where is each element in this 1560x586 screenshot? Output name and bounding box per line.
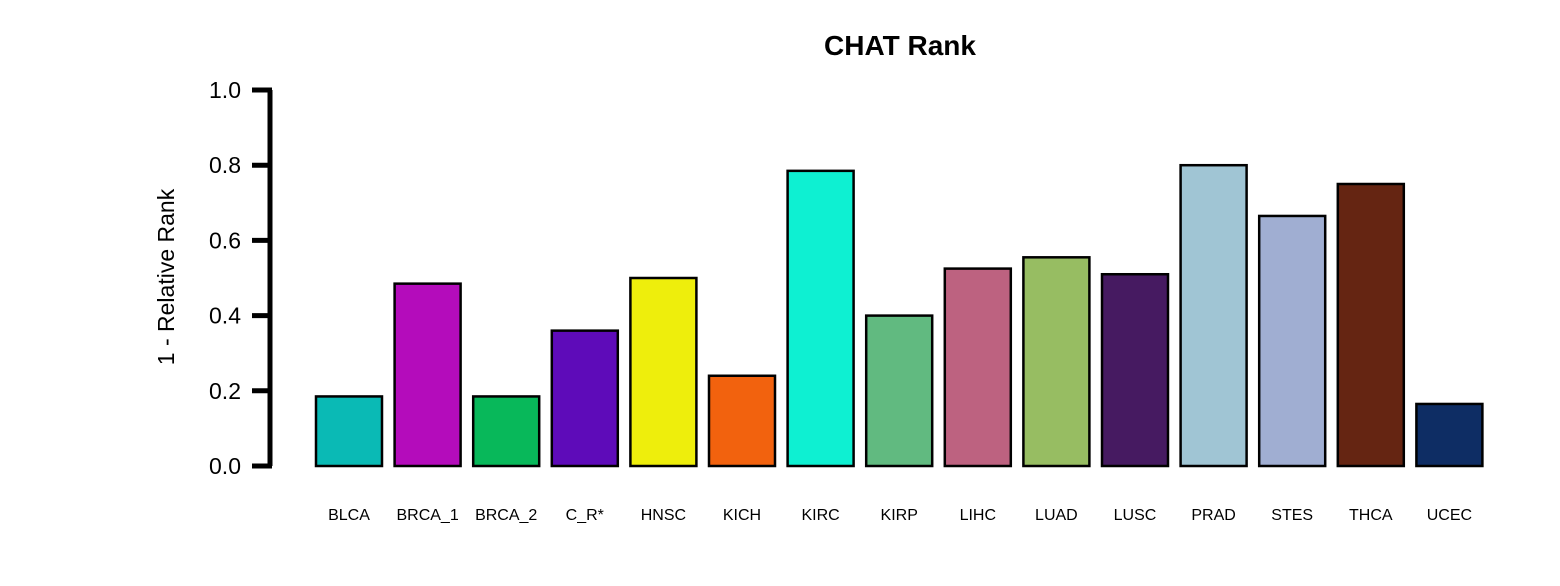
- bar-c-r: [550, 329, 620, 468]
- y-tick-label: 0.8: [209, 152, 241, 178]
- x-tick-label: UCEC: [1427, 507, 1472, 524]
- x-tick-label: KIRP: [881, 507, 918, 524]
- bar-lihc: [943, 267, 1013, 468]
- y-tick-label: 0.6: [209, 227, 241, 253]
- bar-luad: [1022, 256, 1091, 468]
- x-tick-label: BRCA_2: [475, 507, 537, 524]
- bar-lusc: [1100, 272, 1170, 468]
- bar-blca: [314, 395, 384, 468]
- x-tick-label: HNSC: [641, 507, 686, 524]
- x-tick-label: PRAD: [1191, 507, 1235, 524]
- bar-stes: [1257, 214, 1327, 468]
- x-tick-label: THCA: [1349, 507, 1393, 524]
- y-axis-label: 1 - Relative Rank: [153, 188, 179, 365]
- x-tick-label: LIHC: [960, 507, 996, 524]
- y-tick-label: 0.0: [209, 453, 241, 479]
- y-axis: 0.0 0.2 0.4 0.6 0.8 1.0: [209, 77, 273, 479]
- x-tick-label: LUSC: [1114, 507, 1157, 524]
- bars: [314, 163, 1484, 468]
- y-tick-label: 1.0: [209, 77, 241, 103]
- x-tick-label: LUAD: [1035, 507, 1078, 524]
- x-tick-label: STES: [1271, 507, 1313, 524]
- y-tick-label: 0.4: [209, 303, 241, 329]
- bar-ucec: [1415, 402, 1484, 468]
- x-tick-label: C_R*: [566, 507, 604, 524]
- x-axis-labels: BLCA BRCA_1 BRCA_2 C_R* HNSC KICH KIRC KIRP LIHC…: [328, 507, 1472, 524]
- bar-brca-1: [393, 282, 462, 468]
- bar-thca: [1336, 182, 1406, 468]
- x-tick-label: KIRC: [801, 507, 839, 524]
- bar-kirp: [864, 314, 934, 468]
- bar-brca-2: [471, 395, 541, 468]
- x-tick-label: BRCA_1: [396, 507, 458, 524]
- bar-kirc: [786, 169, 855, 468]
- chart-title: CHAT Rank: [824, 30, 976, 61]
- x-tick-label: BLCA: [328, 507, 370, 524]
- y-tick-label: 0.2: [209, 378, 241, 404]
- x-tick-label: KICH: [723, 507, 761, 524]
- bar-kich: [707, 374, 777, 468]
- bar-prad: [1179, 163, 1248, 468]
- bar-hnsc: [629, 276, 698, 468]
